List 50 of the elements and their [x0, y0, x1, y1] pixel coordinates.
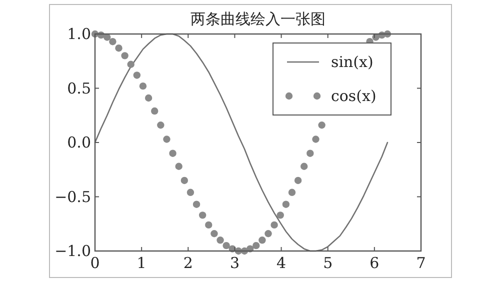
point [133, 72, 141, 79]
point [288, 188, 296, 196]
x-tick-label: 4 [276, 254, 286, 272]
y-tick-label: 0.5 [67, 79, 91, 98]
point [318, 122, 326, 129]
legend-label: sin(x) [331, 53, 374, 71]
point [186, 188, 194, 196]
x-tick-label: 0 [90, 254, 100, 272]
point [157, 122, 164, 129]
point [169, 150, 176, 157]
chart-title: 两条曲线绘入一张图 [190, 10, 326, 28]
x-tick-label: 7 [416, 254, 426, 272]
point [210, 230, 218, 238]
point [180, 176, 188, 184]
point [258, 236, 266, 244]
point [151, 107, 158, 115]
point [270, 221, 278, 229]
point [264, 230, 272, 238]
point [109, 38, 116, 46]
point [276, 212, 284, 219]
point [306, 150, 314, 157]
y-tick-label: 1.0 [67, 25, 91, 43]
point [144, 94, 152, 102]
x-tick-label: 3 [230, 254, 240, 272]
point [252, 242, 260, 250]
point [294, 176, 302, 184]
y-tick-label: −1.0 [54, 242, 91, 260]
x-tick-label: 5 [323, 254, 333, 272]
point [115, 44, 122, 52]
point [216, 236, 224, 244]
x-tick-label: 2 [183, 254, 193, 272]
y-tick-label: −0.5 [54, 188, 91, 206]
point [121, 52, 128, 60]
point [282, 200, 290, 208]
point [222, 242, 230, 250]
point [175, 162, 182, 170]
point [127, 60, 134, 68]
y-tick-label: 0.0 [67, 134, 91, 152]
point [312, 136, 320, 143]
point [198, 212, 206, 219]
point [205, 221, 212, 229]
legend-label: cos(x) [331, 87, 376, 105]
point [192, 200, 200, 208]
x-tick-label: 1 [136, 254, 146, 272]
line-series [94, 33, 388, 252]
point [104, 34, 111, 41]
point [163, 136, 170, 143]
point [300, 162, 308, 170]
point [139, 82, 147, 90]
x-tick-label: 6 [370, 254, 380, 272]
